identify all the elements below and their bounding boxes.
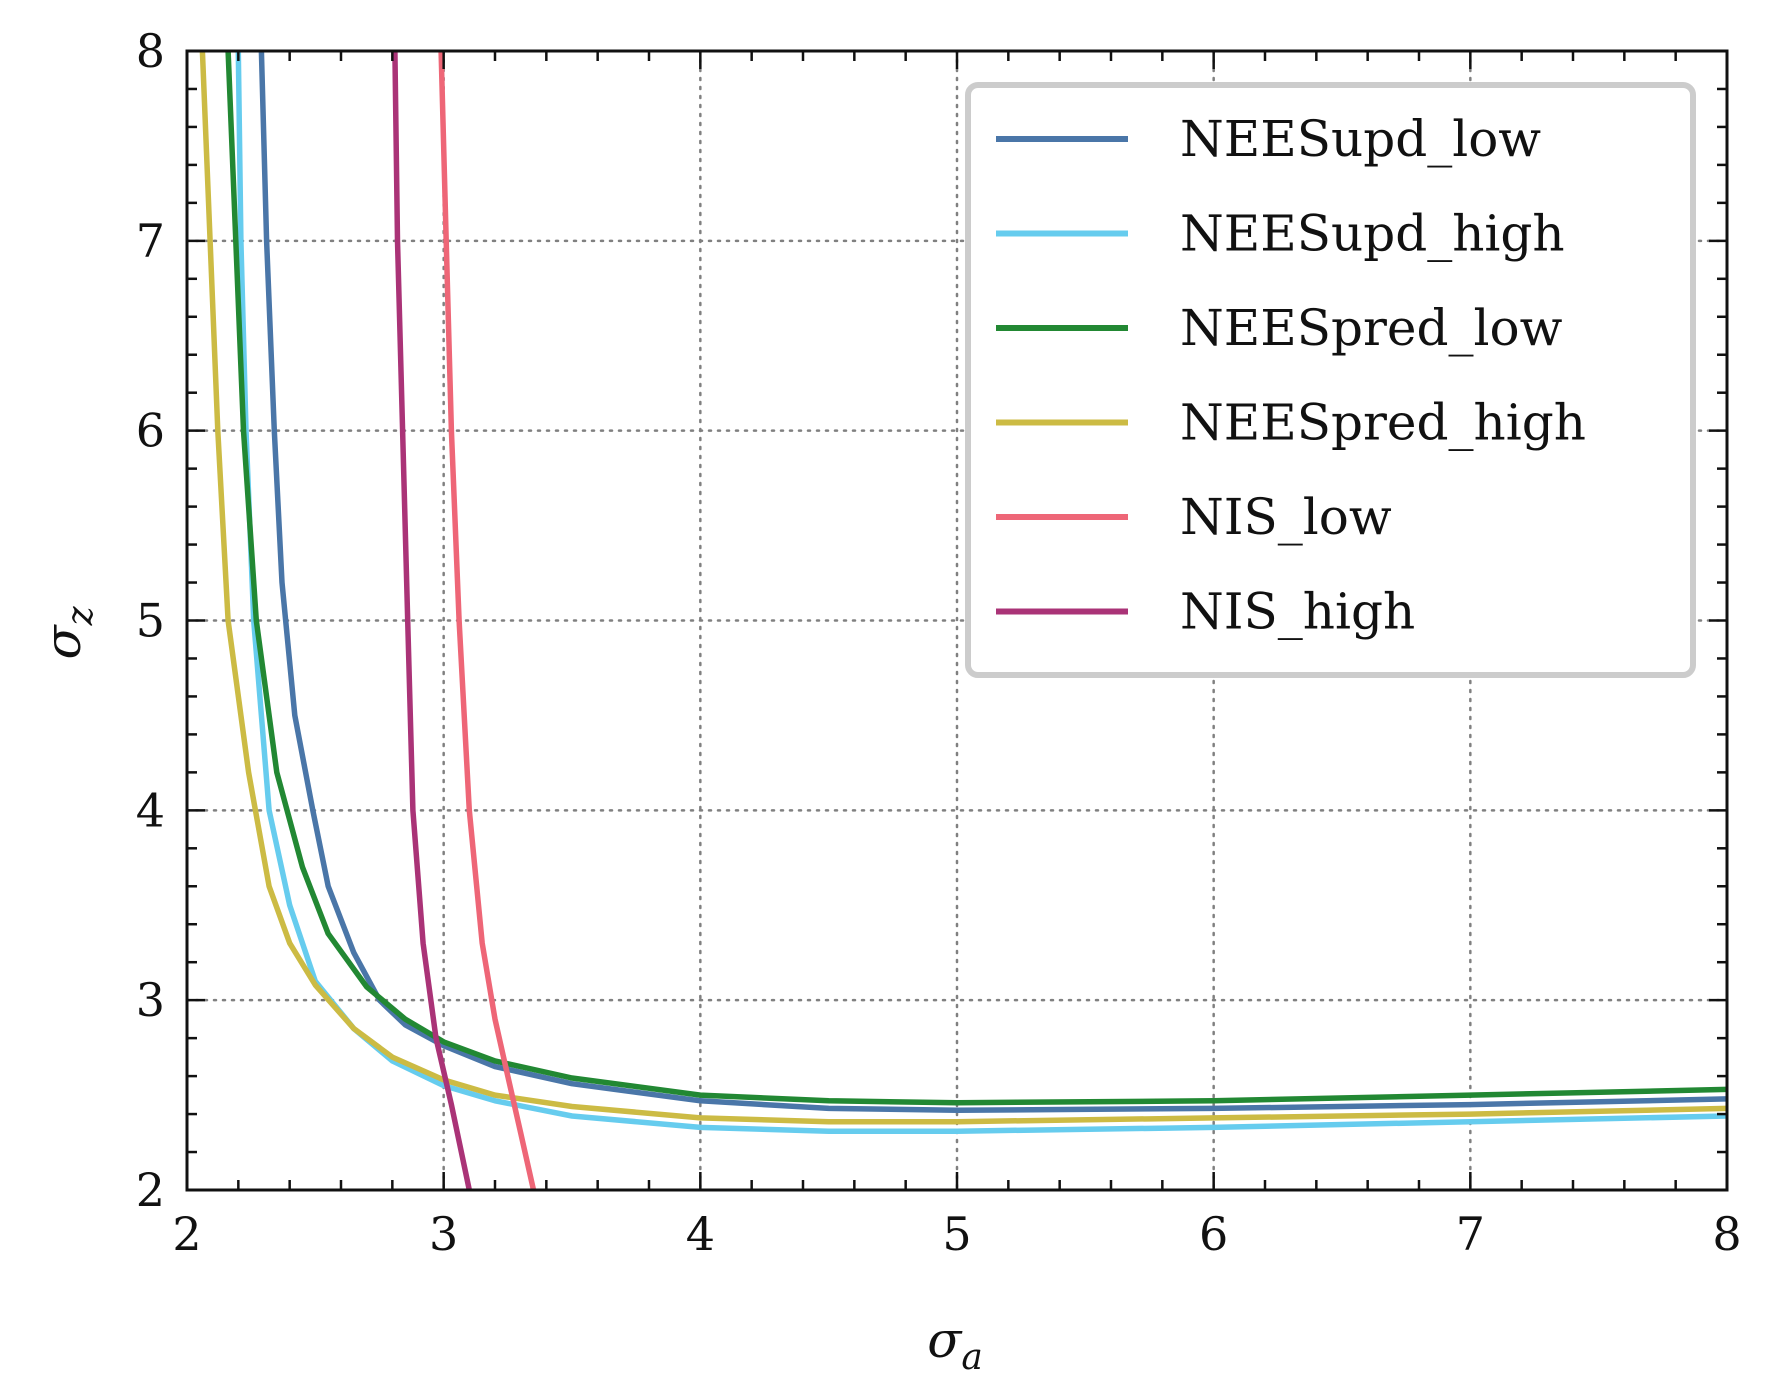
x-tick-label: 7	[1456, 1207, 1485, 1261]
y-tick-label: 5	[136, 594, 165, 648]
x-tick-label: 5	[942, 1207, 971, 1261]
legend-box	[965, 82, 1696, 678]
legend-label: NIS_low	[1180, 488, 1392, 546]
y-tick-label: 6	[136, 404, 165, 458]
y-tick-label: 4	[136, 783, 165, 837]
y-tick-label: 8	[136, 24, 165, 78]
x-tick-label: 4	[686, 1207, 715, 1261]
series-lines	[199, 51, 1727, 1190]
x-tick-label: 6	[1199, 1207, 1228, 1261]
series-line-neesupd-low	[258, 51, 1727, 1114]
series-line-nis-low	[438, 51, 537, 1190]
axis-ticks	[185, 49, 1729, 1192]
legend-label: NEESpred_low	[1180, 299, 1563, 357]
legend-label: NIS_high	[1180, 583, 1415, 641]
y-axis-label: σz	[34, 605, 101, 659]
legend: NEESupd_low NEESupd_high NEESpred_low NEESp…	[965, 82, 1696, 678]
legend-label: NEESupd_high	[1180, 205, 1565, 263]
x-tick-label: 8	[1712, 1207, 1741, 1261]
y-tick-label: 2	[136, 1163, 165, 1217]
y-tick-label: 7	[136, 214, 165, 268]
series-line-neespred-high	[199, 51, 1727, 1125]
x-tick-label: 2	[172, 1207, 201, 1261]
x-tick-label: 3	[429, 1207, 458, 1261]
legend-label: NEESpred_high	[1180, 394, 1586, 452]
series-line-nis-high	[392, 51, 472, 1190]
tick-labels: 2 3 4 5 6 7 8 2 3 4 5 6 7 8	[136, 24, 1742, 1261]
y-tick-label: 3	[136, 973, 165, 1027]
series-line-neespred-low	[225, 51, 1727, 1106]
legend-label: NEESupd_low	[1180, 110, 1541, 168]
x-axis-label: σa	[927, 1311, 983, 1378]
